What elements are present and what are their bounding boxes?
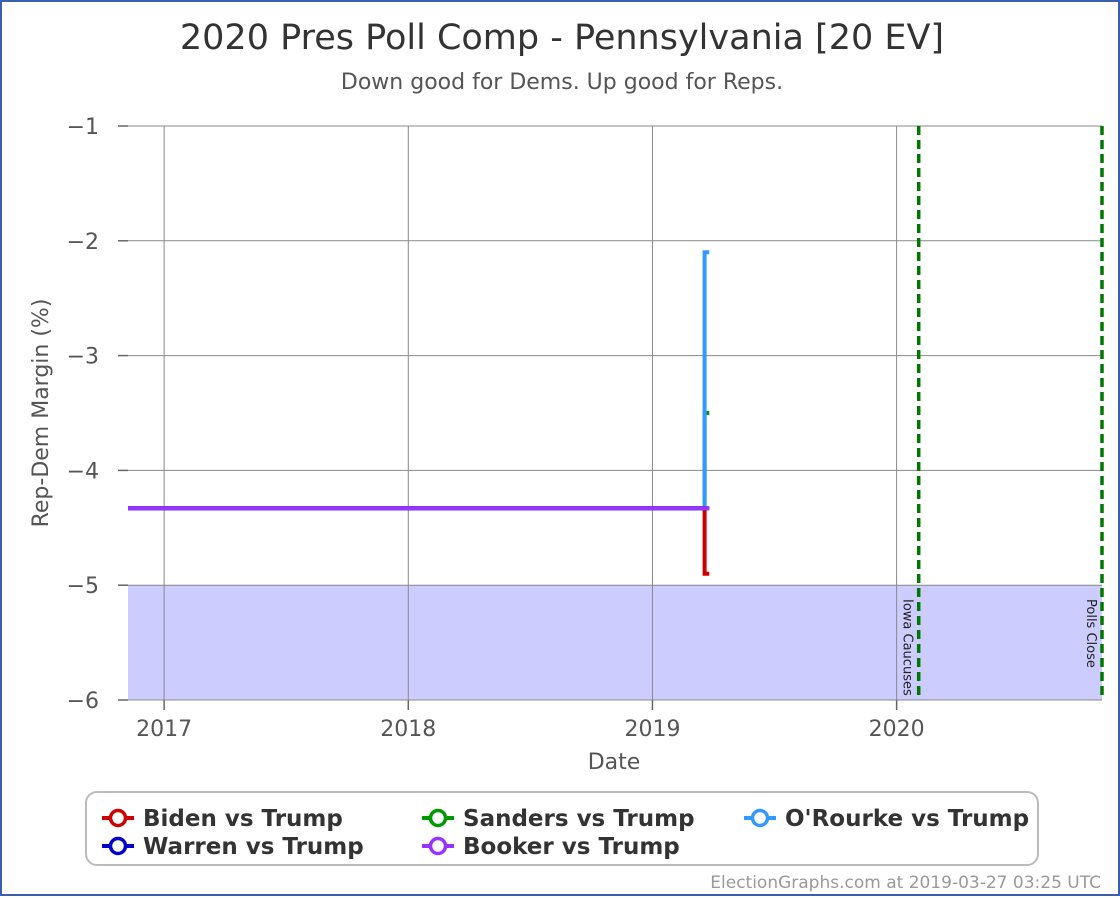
legend-label: O'Rourke vs Trump [785, 806, 1029, 832]
y-tick-label: −1 [67, 115, 99, 140]
x-tick-label: 2018 [380, 717, 436, 742]
credit-text: ElectionGraphs.com at 2019-03-27 03:25 U… [710, 873, 1101, 893]
event-label: Iowa Caucuses [900, 599, 915, 696]
x-axis-label: Date [588, 750, 641, 775]
shaded-band [128, 585, 1102, 700]
y-tick-label: −2 [67, 230, 99, 255]
x-tick-label: 2017 [136, 717, 192, 742]
event-label: Polls Close [1083, 599, 1098, 668]
legend-label: Sanders vs Trump [463, 806, 695, 832]
legend-label: Booker vs Trump [463, 834, 680, 860]
legend-swatch-marker [428, 808, 448, 828]
y-tick-label: −3 [67, 345, 99, 370]
x-tick-label: 2019 [624, 717, 680, 742]
legend-swatch-marker [750, 808, 770, 828]
legend-label: Warren vs Trump [143, 834, 364, 860]
chart-title: 2020 Pres Poll Comp - Pennsylvania [20 E… [180, 18, 944, 58]
legend-swatch-marker [108, 836, 128, 856]
legend-swatch-marker [108, 808, 128, 828]
series-line [128, 411, 710, 511]
y-tick-label: −5 [67, 574, 99, 599]
legend-items: Biden vs Trump Sanders vs Trump O'Rourke v… [102, 806, 1029, 860]
legend: Biden vs Trump Sanders vs Trump O'Rourke v… [85, 791, 1039, 866]
chart-subtitle: Down good for Dems. Up good for Reps. [341, 70, 783, 95]
plot-area: −1 −2 −3 −4 −5 −6 2017 2018 2019 2020 Iowa Caucuse… [67, 115, 1104, 742]
y-axis-label: Rep-Dem Margin (%) [29, 299, 54, 528]
legend-box [85, 791, 1039, 866]
series-line [128, 506, 710, 576]
legend-swatch-marker [428, 836, 448, 856]
y-tick-label: −6 [67, 689, 99, 714]
legend-label: Biden vs Trump [143, 806, 343, 832]
y-tick-label: −4 [67, 459, 99, 484]
x-tick-label: 2020 [869, 717, 925, 742]
